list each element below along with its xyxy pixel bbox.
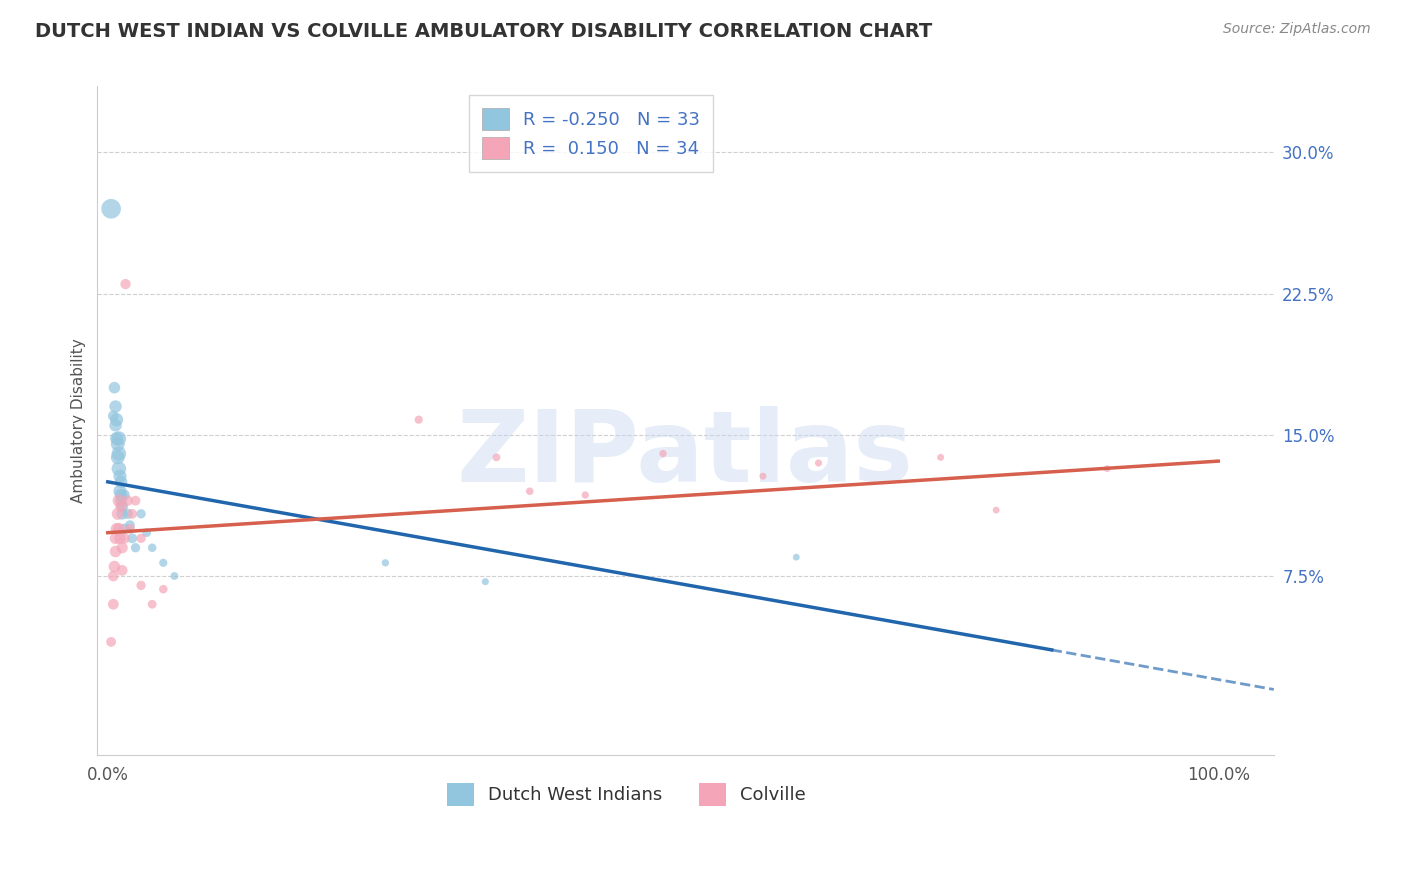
Point <box>114 277 136 291</box>
Point <box>129 578 152 592</box>
Point <box>121 507 143 521</box>
Point <box>1095 461 1118 475</box>
Point <box>124 541 146 555</box>
Point <box>519 484 541 499</box>
Point <box>118 518 141 533</box>
Point <box>141 597 163 611</box>
Point <box>110 488 132 502</box>
Point <box>121 532 143 546</box>
Point <box>752 469 775 483</box>
Point <box>104 532 127 546</box>
Point <box>108 447 131 461</box>
Point <box>103 559 125 574</box>
Point <box>474 574 496 589</box>
Point <box>152 582 174 597</box>
Point <box>108 532 131 546</box>
Point <box>111 541 134 555</box>
Point <box>152 556 174 570</box>
Point <box>652 447 675 461</box>
Point <box>108 493 131 508</box>
Point <box>129 507 152 521</box>
Point <box>785 550 807 565</box>
Point <box>111 507 134 521</box>
Point <box>103 569 125 583</box>
Point <box>141 541 163 555</box>
Point <box>374 556 396 570</box>
Point <box>105 413 128 427</box>
Point <box>112 532 135 546</box>
Point <box>108 432 131 446</box>
Point <box>104 544 127 558</box>
Point <box>108 461 131 475</box>
Point <box>108 522 131 536</box>
Point <box>408 413 430 427</box>
Point <box>105 432 128 446</box>
Point <box>485 450 508 465</box>
Point <box>111 500 134 514</box>
Y-axis label: Ambulatory Disability: Ambulatory Disability <box>72 338 86 503</box>
Point <box>110 475 132 489</box>
Point <box>104 400 127 414</box>
Point <box>110 500 132 514</box>
Point <box>117 493 139 508</box>
Point <box>929 450 952 465</box>
Text: DUTCH WEST INDIAN VS COLVILLE AMBULATORY DISABILITY CORRELATION CHART: DUTCH WEST INDIAN VS COLVILLE AMBULATORY… <box>35 22 932 41</box>
Point <box>118 522 141 536</box>
Text: ZIPatlas: ZIPatlas <box>457 406 914 502</box>
Point <box>986 503 1008 517</box>
Point <box>100 635 122 649</box>
Point <box>135 525 157 540</box>
Point <box>807 456 830 470</box>
Point <box>104 418 127 433</box>
Point <box>112 488 135 502</box>
Point <box>574 488 596 502</box>
Point <box>100 202 122 216</box>
Point <box>129 532 152 546</box>
Point <box>103 597 125 611</box>
Point <box>107 437 129 451</box>
Point <box>111 563 134 577</box>
Point <box>103 381 125 395</box>
Point <box>163 569 186 583</box>
Legend: Dutch West Indians, Colville: Dutch West Indians, Colville <box>440 776 813 813</box>
Point <box>117 507 139 521</box>
Point <box>103 409 125 423</box>
Point <box>110 493 132 508</box>
Point <box>107 507 129 521</box>
Point <box>108 469 131 483</box>
Point <box>107 450 129 465</box>
Point <box>112 522 135 536</box>
Point <box>105 522 128 536</box>
Point <box>124 493 146 508</box>
Point <box>108 484 131 499</box>
Text: Source: ZipAtlas.com: Source: ZipAtlas.com <box>1223 22 1371 37</box>
